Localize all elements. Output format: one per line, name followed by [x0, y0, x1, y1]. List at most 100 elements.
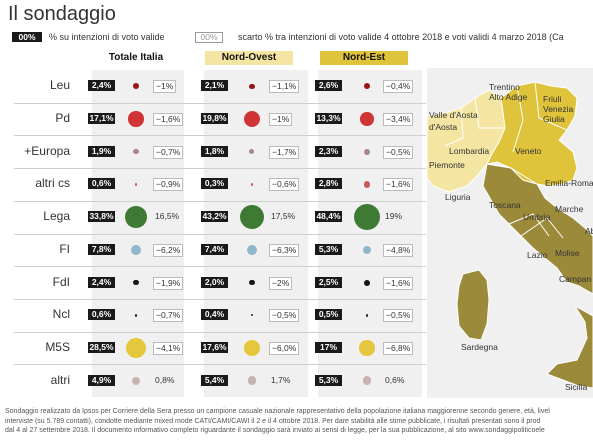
percent-label: 0,4% — [201, 309, 228, 321]
percent-label: 2,5% — [315, 276, 342, 288]
page-title: Il sondaggio — [8, 3, 116, 25]
value-bubble — [362, 376, 372, 385]
diff-label: −4,1% — [153, 341, 184, 355]
row-divider — [14, 298, 426, 300]
value-bubble — [131, 376, 141, 385]
value-bubble — [133, 83, 139, 90]
row-divider — [14, 266, 426, 268]
value-bubble — [130, 244, 142, 256]
percent-label: 0,6% — [88, 309, 115, 321]
diff-label: −1,1% — [269, 80, 300, 94]
italy-map-svg: Valle d'Aosta d'Aosta Trentino Alto Adige… — [426, 81, 593, 392]
map-label: Marche — [555, 204, 584, 214]
diff-label: −0,5% — [383, 309, 414, 323]
value-bubble — [250, 314, 254, 317]
map-label: Lombardia — [449, 146, 489, 156]
legend: 00% % su intenzioni di voto valide 00% s… — [12, 32, 593, 43]
row-divider — [14, 364, 426, 366]
value-bubble — [249, 149, 255, 155]
map-label: Abr — [585, 226, 593, 236]
map-label: Veneto — [515, 146, 542, 156]
footer-line: dal 4 al 27 settembre 2018. Il documento… — [5, 427, 545, 434]
percent-label: 2,8% — [315, 178, 342, 190]
value-bubble — [249, 83, 255, 90]
diff-label: −0,5% — [383, 145, 414, 159]
map-label: Campan — [559, 274, 591, 284]
value-bubble — [133, 149, 139, 155]
percent-label: 17,1% — [88, 113, 115, 125]
diff-label: −6,0% — [269, 341, 300, 355]
diff-label: 19% — [385, 211, 403, 222]
value-bubble — [365, 313, 369, 317]
map-rest-of-italy — [482, 163, 593, 389]
diff-label: −6,8% — [383, 341, 414, 355]
row-divider — [14, 200, 426, 202]
party-label-europa: +Europa — [24, 143, 70, 158]
value-bubble — [134, 313, 138, 317]
row-divider — [14, 168, 426, 170]
value-bubble — [363, 83, 370, 90]
map-label: Valle d'Aosta — [429, 110, 478, 120]
row-divider — [14, 331, 426, 333]
percent-label: 1,8% — [201, 145, 228, 157]
diff-label: −0,6% — [269, 178, 300, 192]
percent-label: 0,3% — [201, 178, 228, 190]
diff-label: −6,3% — [269, 243, 300, 257]
value-bubble — [246, 244, 258, 255]
column-header-totale-italia: Totale Italia — [108, 52, 164, 63]
column-header-nord-est: Nord-Est — [320, 51, 408, 65]
map-label: Sicilia — [565, 382, 587, 392]
legend-diff-swatch: 00% — [195, 32, 223, 43]
footer-line: interviste (su 5.789 contatti), condotte… — [5, 417, 541, 425]
map-label: Emilia-Romag — [545, 178, 593, 188]
percent-label: 2,4% — [88, 80, 115, 92]
value-bubble — [354, 204, 380, 231]
diff-label: −1% — [269, 113, 293, 127]
legend-percent-swatch: 00% — [12, 32, 42, 42]
diff-label: −1,6% — [383, 178, 414, 192]
percent-label: 0,5% — [315, 309, 342, 321]
percent-label: 5,3% — [315, 374, 342, 386]
value-bubble — [249, 279, 255, 286]
footer-line: Sondaggio realizzato da Ipsos per Corrie… — [5, 408, 550, 415]
diff-label: −0,7% — [153, 145, 184, 159]
party-label-fdi: FdI — [52, 274, 70, 289]
party-label-altri-cs: altri cs — [35, 176, 70, 191]
diff-label: −6,2% — [153, 243, 184, 257]
map-label: Piemonte — [429, 160, 465, 170]
value-bubble — [247, 376, 257, 385]
percent-label: 2,0% — [201, 276, 228, 288]
row-divider — [14, 135, 426, 137]
percent-label: 17,6% — [201, 341, 228, 353]
party-label-altri: altri — [50, 372, 70, 387]
map-label: Lazio — [527, 250, 548, 260]
diff-label: −3,4% — [383, 113, 414, 127]
map-nord-est — [486, 81, 578, 187]
diff-label: −0,7% — [153, 309, 184, 323]
party-label-leu: Leu — [49, 78, 70, 93]
diff-label: −0,9% — [153, 178, 184, 192]
percent-label: 7,4% — [201, 243, 228, 255]
value-bubble — [359, 340, 375, 356]
percent-label: 33,8% — [88, 211, 115, 223]
diff-label: −1,7% — [269, 145, 300, 159]
percent-label: 2,3% — [315, 145, 342, 157]
percent-label: 48,4% — [315, 211, 342, 223]
legend-diff-text: scarto % tra intenzioni di voto valide 4… — [238, 32, 564, 42]
footer-note: Sondaggio realizzato da Ipsos per Corrie… — [5, 407, 593, 436]
value-bubble — [128, 111, 144, 127]
percent-label: 5,3% — [315, 243, 342, 255]
map-label: Friuli Venezia Giulia — [543, 94, 574, 124]
diff-label: −4,8% — [383, 243, 414, 257]
map-label: Toscana — [489, 200, 521, 210]
map-label: Molise — [555, 248, 580, 258]
diff-label: −0,5% — [269, 309, 300, 323]
party-label-lega: Lega — [43, 209, 70, 224]
value-bubble — [250, 183, 254, 186]
map-label: Liguria — [445, 192, 471, 202]
diff-label: 1,7% — [271, 374, 291, 385]
map-region-borders — [444, 81, 568, 239]
percent-label: 1,9% — [88, 145, 115, 157]
percent-label: 13,3% — [315, 113, 342, 125]
percent-label: 19,8% — [201, 113, 228, 125]
